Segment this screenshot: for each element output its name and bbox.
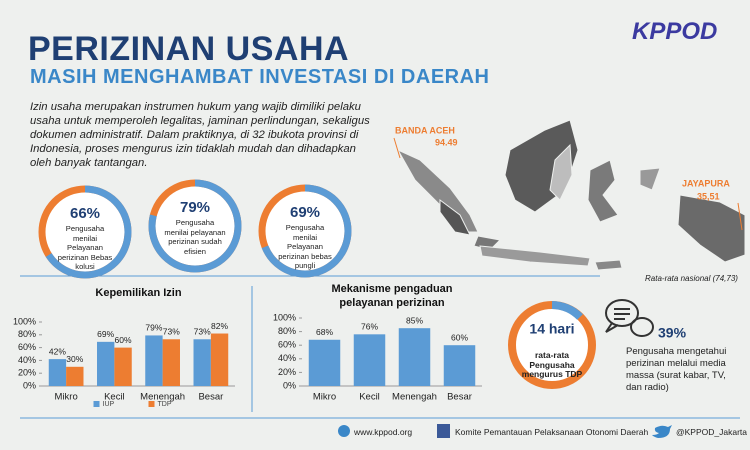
y-tick-label: 80% [278, 326, 296, 336]
title: PERIZINAN USAHA [28, 30, 350, 68]
legend-swatch [148, 401, 155, 407]
value-label: 69% [97, 329, 114, 339]
x-tick-label: Mikro [55, 392, 78, 403]
y-tick-label: 20% [18, 368, 36, 378]
map-value: 94.49 [435, 137, 458, 147]
y-tick-label: 0% [283, 380, 296, 390]
donut-value: 69% [290, 204, 320, 221]
tdp-caption: rata-rata Pengusaha mengurus TDP [521, 350, 583, 379]
intro: Izin usaha merupakan instrumen hukum yan… [30, 101, 370, 169]
value-label: 82% [211, 321, 228, 331]
bar [48, 359, 67, 386]
y-tick-label: 100% [13, 316, 36, 326]
map-label: BANDA ACEH [395, 125, 455, 135]
x-tick-label: Kecil [359, 392, 380, 403]
bar [114, 347, 132, 386]
y-tick-label: 0% [23, 380, 36, 390]
x-tick-label: Kecil [104, 392, 125, 403]
donut-value: 66% [70, 205, 100, 222]
bar [66, 366, 84, 386]
value-label: 85% [406, 315, 423, 325]
donut-arc [38, 185, 132, 279]
y-tick-label: 40% [18, 355, 36, 365]
donut-caption: Pengusaha menilai Pelayanan perizinan Be… [57, 224, 113, 271]
subtitle: MASIH MENGHAMBAT INVESTASI DI DAERAH [30, 66, 490, 88]
donut-arc [148, 179, 242, 273]
y-tick-label: 20% [278, 367, 296, 377]
value-label: 73% [194, 327, 211, 337]
legend-label: IUP [103, 401, 115, 408]
legend-swatch [93, 401, 100, 407]
y-tick-label: 60% [18, 342, 36, 352]
value-label: 76% [361, 322, 378, 332]
logo: KPPOD [632, 18, 718, 45]
leader-line [393, 137, 401, 159]
twitter: @KPPOD_Jakarta [676, 427, 747, 437]
bar [162, 339, 180, 386]
y-tick-label: 40% [278, 353, 296, 363]
bar [398, 328, 431, 386]
y-tick-label: 100% [273, 312, 296, 322]
bar [443, 345, 476, 386]
media-value: 39% [658, 325, 687, 341]
legend-label: TDP [158, 401, 172, 408]
website: www.kppod.org [354, 427, 413, 437]
value-label: 42% [49, 346, 66, 356]
bar [353, 334, 386, 386]
donut-caption: Pengusaha menilai pelayanan perizinan su… [164, 218, 226, 256]
x-tick-label: Besar [447, 392, 472, 403]
map-label: JAYAPURA [682, 178, 730, 188]
bar [97, 341, 115, 386]
y-tick-label: 60% [278, 340, 296, 350]
value-label: 30% [66, 354, 83, 364]
chart-title: Kepemilikan Izin [95, 287, 182, 299]
donut-arc [258, 184, 352, 278]
leader-line [737, 202, 743, 231]
x-tick-label: Menengah [392, 392, 437, 403]
facebook-icon [437, 424, 450, 438]
media-caption: Pengusaha mengetahui perizinan melalui m… [626, 346, 727, 393]
value-label: 60% [115, 335, 132, 345]
bar [193, 339, 211, 386]
value-label: 79% [145, 323, 162, 333]
tdp-days: 14 hari [529, 321, 574, 337]
x-tick-label: Menengah [140, 392, 185, 403]
map [396, 119, 746, 271]
bar [210, 333, 229, 386]
donut-caption: Pengusaha menilai Pelayanan perizinan be… [278, 223, 332, 270]
chart-title: Mekanisme pengaduan pelayanan perizinan [331, 283, 453, 309]
value-label: 60% [451, 332, 468, 342]
x-tick-label: Besar [198, 392, 223, 403]
map-value: 35,51 [697, 191, 720, 201]
value-label: 68% [316, 327, 333, 337]
web-icon [338, 425, 350, 437]
speech-icon [605, 299, 654, 337]
facebook: Komite Pemantauan Pelaksanaan Otonomi Da… [455, 427, 649, 437]
value-label: 73% [163, 327, 180, 337]
bar [145, 335, 163, 386]
twitter-icon [652, 425, 672, 438]
map-note: Rata-rata nasional (74,73) [645, 274, 738, 283]
x-tick-label: Mikro [313, 392, 336, 403]
tdp-ring-accent [551, 301, 583, 320]
donut-value: 79% [180, 199, 210, 216]
y-tick-label: 80% [18, 329, 36, 339]
bar [308, 339, 341, 386]
